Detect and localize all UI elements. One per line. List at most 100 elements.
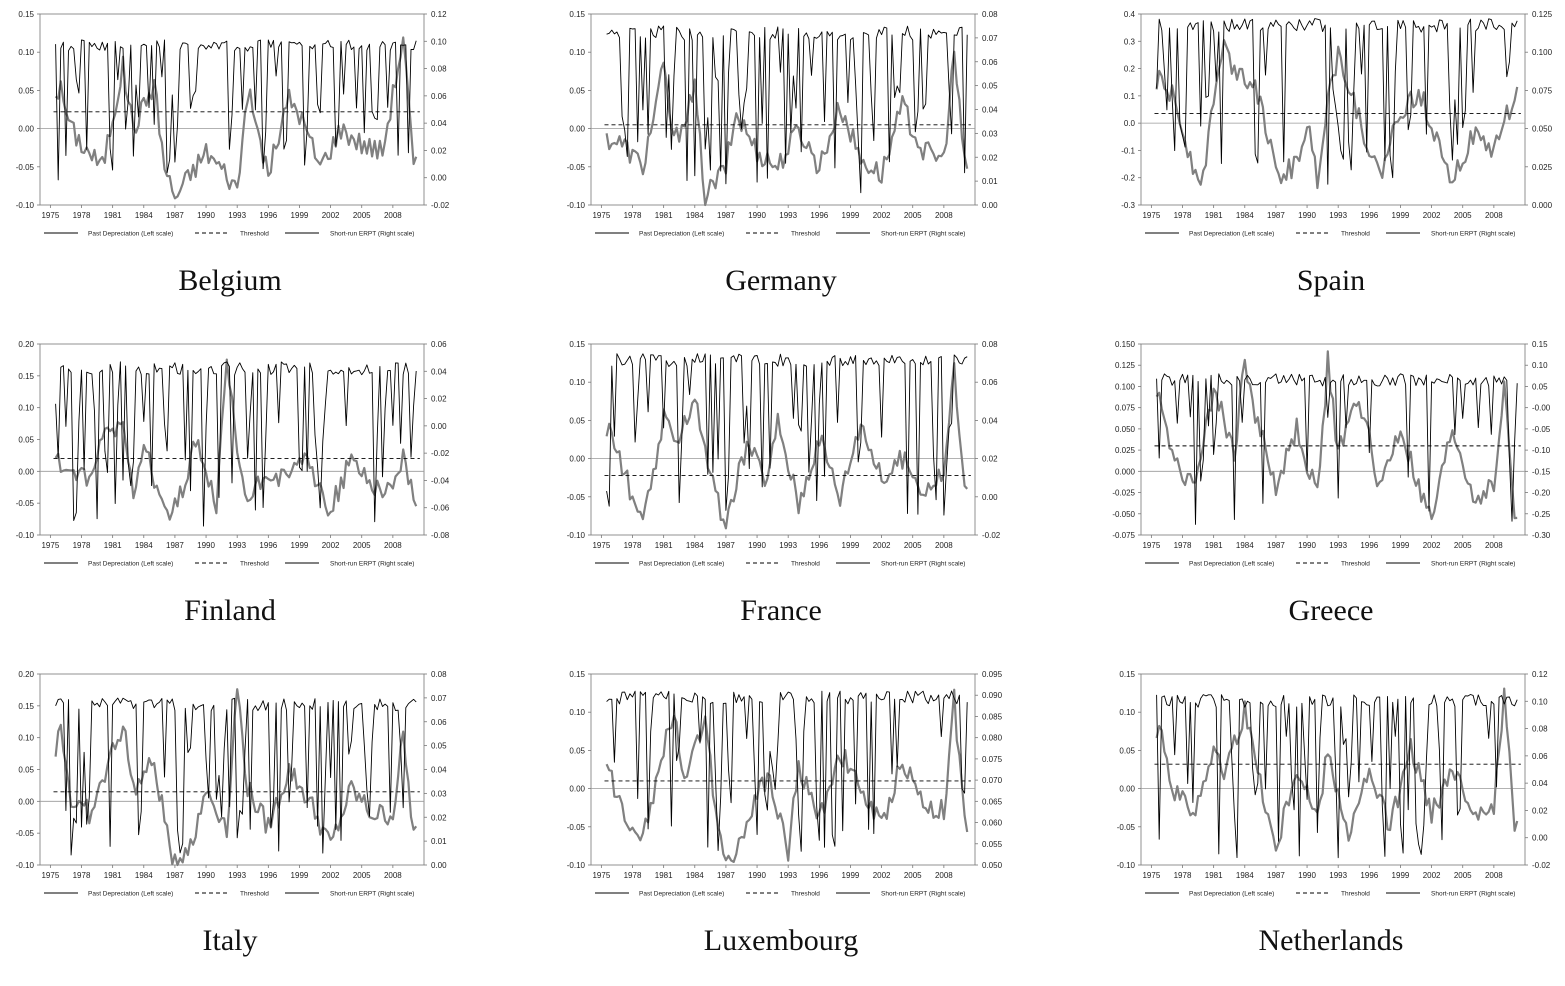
- legend-label: Short-run ERPT (Right scale): [330, 231, 414, 238]
- x-tick-label: 2002: [322, 541, 340, 550]
- x-tick-label: 2005: [904, 541, 922, 550]
- right-tick-label: -0.02: [982, 531, 1001, 540]
- left-tick-label: -0.050: [1112, 510, 1135, 519]
- x-tick-label: 2005: [1454, 541, 1472, 550]
- country-label: Netherlands: [1258, 924, 1404, 957]
- x-tick-label: 1984: [1236, 541, 1254, 550]
- right-tick-label: 0.10: [431, 37, 447, 46]
- left-tick-label: 0.00: [18, 125, 34, 134]
- right-tick-label: 0.07: [431, 694, 447, 703]
- left-tick-label: 0.10: [18, 48, 34, 57]
- right-tick-label: -0.25: [1532, 510, 1551, 519]
- right-tick-label: 0.15: [1532, 340, 1548, 349]
- left-tick-label: -0.05: [567, 163, 586, 172]
- plot-frame: [590, 673, 976, 866]
- left-tick-label: 0.10: [1119, 708, 1135, 717]
- x-tick-label: 2008: [384, 541, 402, 550]
- right-tick-label: 0.06: [431, 340, 447, 349]
- legend-label: Short-run ERPT (Right scale): [1431, 561, 1515, 568]
- chart-panel-luxembourg: 0.15 0.10 0.05 0.00 -0.05 -0.10 0.095 0.090 0.08…: [551, 666, 1051, 986]
- left-tick-label: 0.0: [1124, 119, 1136, 128]
- x-tick-label: 1990: [197, 211, 215, 220]
- right-tick-label: 0.03: [431, 789, 447, 798]
- legend-label: Threshold: [240, 231, 269, 238]
- right-tick-label: 0.12: [431, 10, 447, 19]
- x-tick-label: 1999: [1392, 211, 1410, 220]
- x-tick-label: 1984: [135, 871, 153, 880]
- left-tick-label: 0.15: [18, 702, 34, 711]
- x-tick-label: 1984: [686, 541, 704, 550]
- right-tick-label: 0.08: [431, 65, 447, 74]
- series-line-past-depreciation: [1155, 38, 1519, 190]
- figure-grid: 0.15 0.10 0.05 0.00 -0.05 -0.10 0.12 0.10 0.08 0.…: [16, 10, 1553, 957]
- right-tick-label: 0.03: [982, 129, 998, 138]
- x-tick-label: 1978: [73, 541, 91, 550]
- legend-label: Threshold: [791, 561, 820, 568]
- left-tick-label: 0.15: [18, 10, 34, 19]
- left-tick-label: -0.3: [1121, 201, 1135, 210]
- right-tick-label: -0.04: [431, 476, 450, 485]
- x-tick-label: 1990: [1298, 541, 1316, 550]
- plot-frame: [1140, 343, 1526, 536]
- right-tick-label: 0.06: [982, 58, 998, 67]
- x-tick-label: 1981: [655, 211, 673, 220]
- left-tick-label: -0.10: [567, 531, 586, 540]
- right-tick-label: -0.30: [1532, 531, 1551, 540]
- left-tick-label: 0.05: [1119, 746, 1135, 755]
- series-line-short-run-erpt: [55, 697, 417, 856]
- x-tick-label: 1996: [810, 541, 828, 550]
- x-tick-label: 2008: [1485, 211, 1503, 220]
- series-line-past-depreciation: [54, 358, 418, 521]
- x-tick-label: 1996: [259, 211, 277, 220]
- legend-label: Short-run ERPT (Right scale): [881, 561, 965, 568]
- x-tick-label: 1990: [1298, 211, 1316, 220]
- right-tick-label: 0.06: [1532, 752, 1548, 761]
- right-tick-label: -0.00: [1532, 404, 1551, 413]
- x-tick-label: 1987: [1267, 211, 1285, 220]
- x-tick-label: 1984: [686, 211, 704, 220]
- right-tick-label: 0.12: [1532, 670, 1548, 679]
- right-tick-label: 0.08: [982, 340, 998, 349]
- left-tick-label: 0.15: [1119, 670, 1135, 679]
- x-tick-label: 1987: [1267, 871, 1285, 880]
- left-tick-label: 0.05: [569, 86, 585, 95]
- legend-label: Short-run ERPT (Right scale): [1431, 891, 1515, 898]
- legend-label: Short-run ERPT (Right scale): [881, 891, 965, 898]
- x-tick-label: 1990: [197, 871, 215, 880]
- x-tick-label: 1999: [842, 211, 860, 220]
- x-tick-label: 2008: [935, 211, 953, 220]
- left-tick-label: -0.10: [1117, 861, 1136, 870]
- country-label: Finland: [184, 594, 276, 627]
- x-tick-label: 1981: [1205, 541, 1223, 550]
- right-tick-label: 0.080: [982, 734, 1003, 743]
- x-tick-label: 1993: [228, 541, 246, 550]
- left-tick-label: 0.05: [569, 746, 585, 755]
- right-tick-label: 0.075: [982, 755, 1003, 764]
- right-tick-label: 0.01: [431, 837, 447, 846]
- right-tick-label: -0.06: [431, 504, 450, 513]
- right-tick-label: 0.000: [1532, 201, 1553, 210]
- x-tick-label: 2008: [935, 871, 953, 880]
- x-tick-label: 2002: [873, 211, 891, 220]
- right-tick-label: 0.04: [1532, 779, 1548, 788]
- right-tick-label: 0.07: [982, 34, 998, 43]
- left-tick-label: 0.00: [18, 797, 34, 806]
- series-line-short-run-erpt: [1156, 694, 1518, 859]
- chart-svg: 0.20 0.15 0.10 0.05 0.00 -0.05 -0.10 0.06 0.04 0.…: [16, 340, 450, 568]
- legend-label: Past Depreciation (Left scale): [639, 891, 724, 898]
- chart-svg: 0.4 0.3 0.2 0.1 0.0 -0.1 -0.2 -0.3 0.125 0.100 0.0…: [1121, 10, 1553, 238]
- right-tick-label: -0.02: [1532, 861, 1551, 870]
- right-tick-label: 0.065: [982, 797, 1003, 806]
- x-tick-label: 1999: [1392, 871, 1410, 880]
- chart-svg: 0.20 0.15 0.10 0.05 0.00 -0.05 -0.10 0.08 0.07 0.…: [16, 670, 447, 898]
- right-tick-label: -0.20: [1532, 489, 1551, 498]
- x-tick-label: 1975: [41, 211, 59, 220]
- x-tick-label: 1978: [1174, 541, 1192, 550]
- x-tick-label: 1984: [1236, 211, 1254, 220]
- x-tick-label: 1978: [73, 211, 91, 220]
- x-tick-label: 1999: [842, 871, 860, 880]
- series-line-past-depreciation: [605, 50, 969, 207]
- x-tick-label: 2008: [384, 871, 402, 880]
- series-line-past-depreciation: [54, 688, 418, 867]
- right-tick-label: 0.00: [982, 493, 998, 502]
